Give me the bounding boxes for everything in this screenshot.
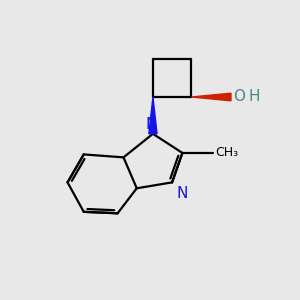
Text: CH₃: CH₃: [215, 146, 238, 159]
Text: H: H: [249, 89, 260, 104]
Polygon shape: [191, 93, 231, 101]
Polygon shape: [149, 97, 157, 134]
Text: N: N: [176, 186, 188, 201]
Text: N: N: [146, 117, 157, 132]
Text: O: O: [233, 89, 245, 104]
